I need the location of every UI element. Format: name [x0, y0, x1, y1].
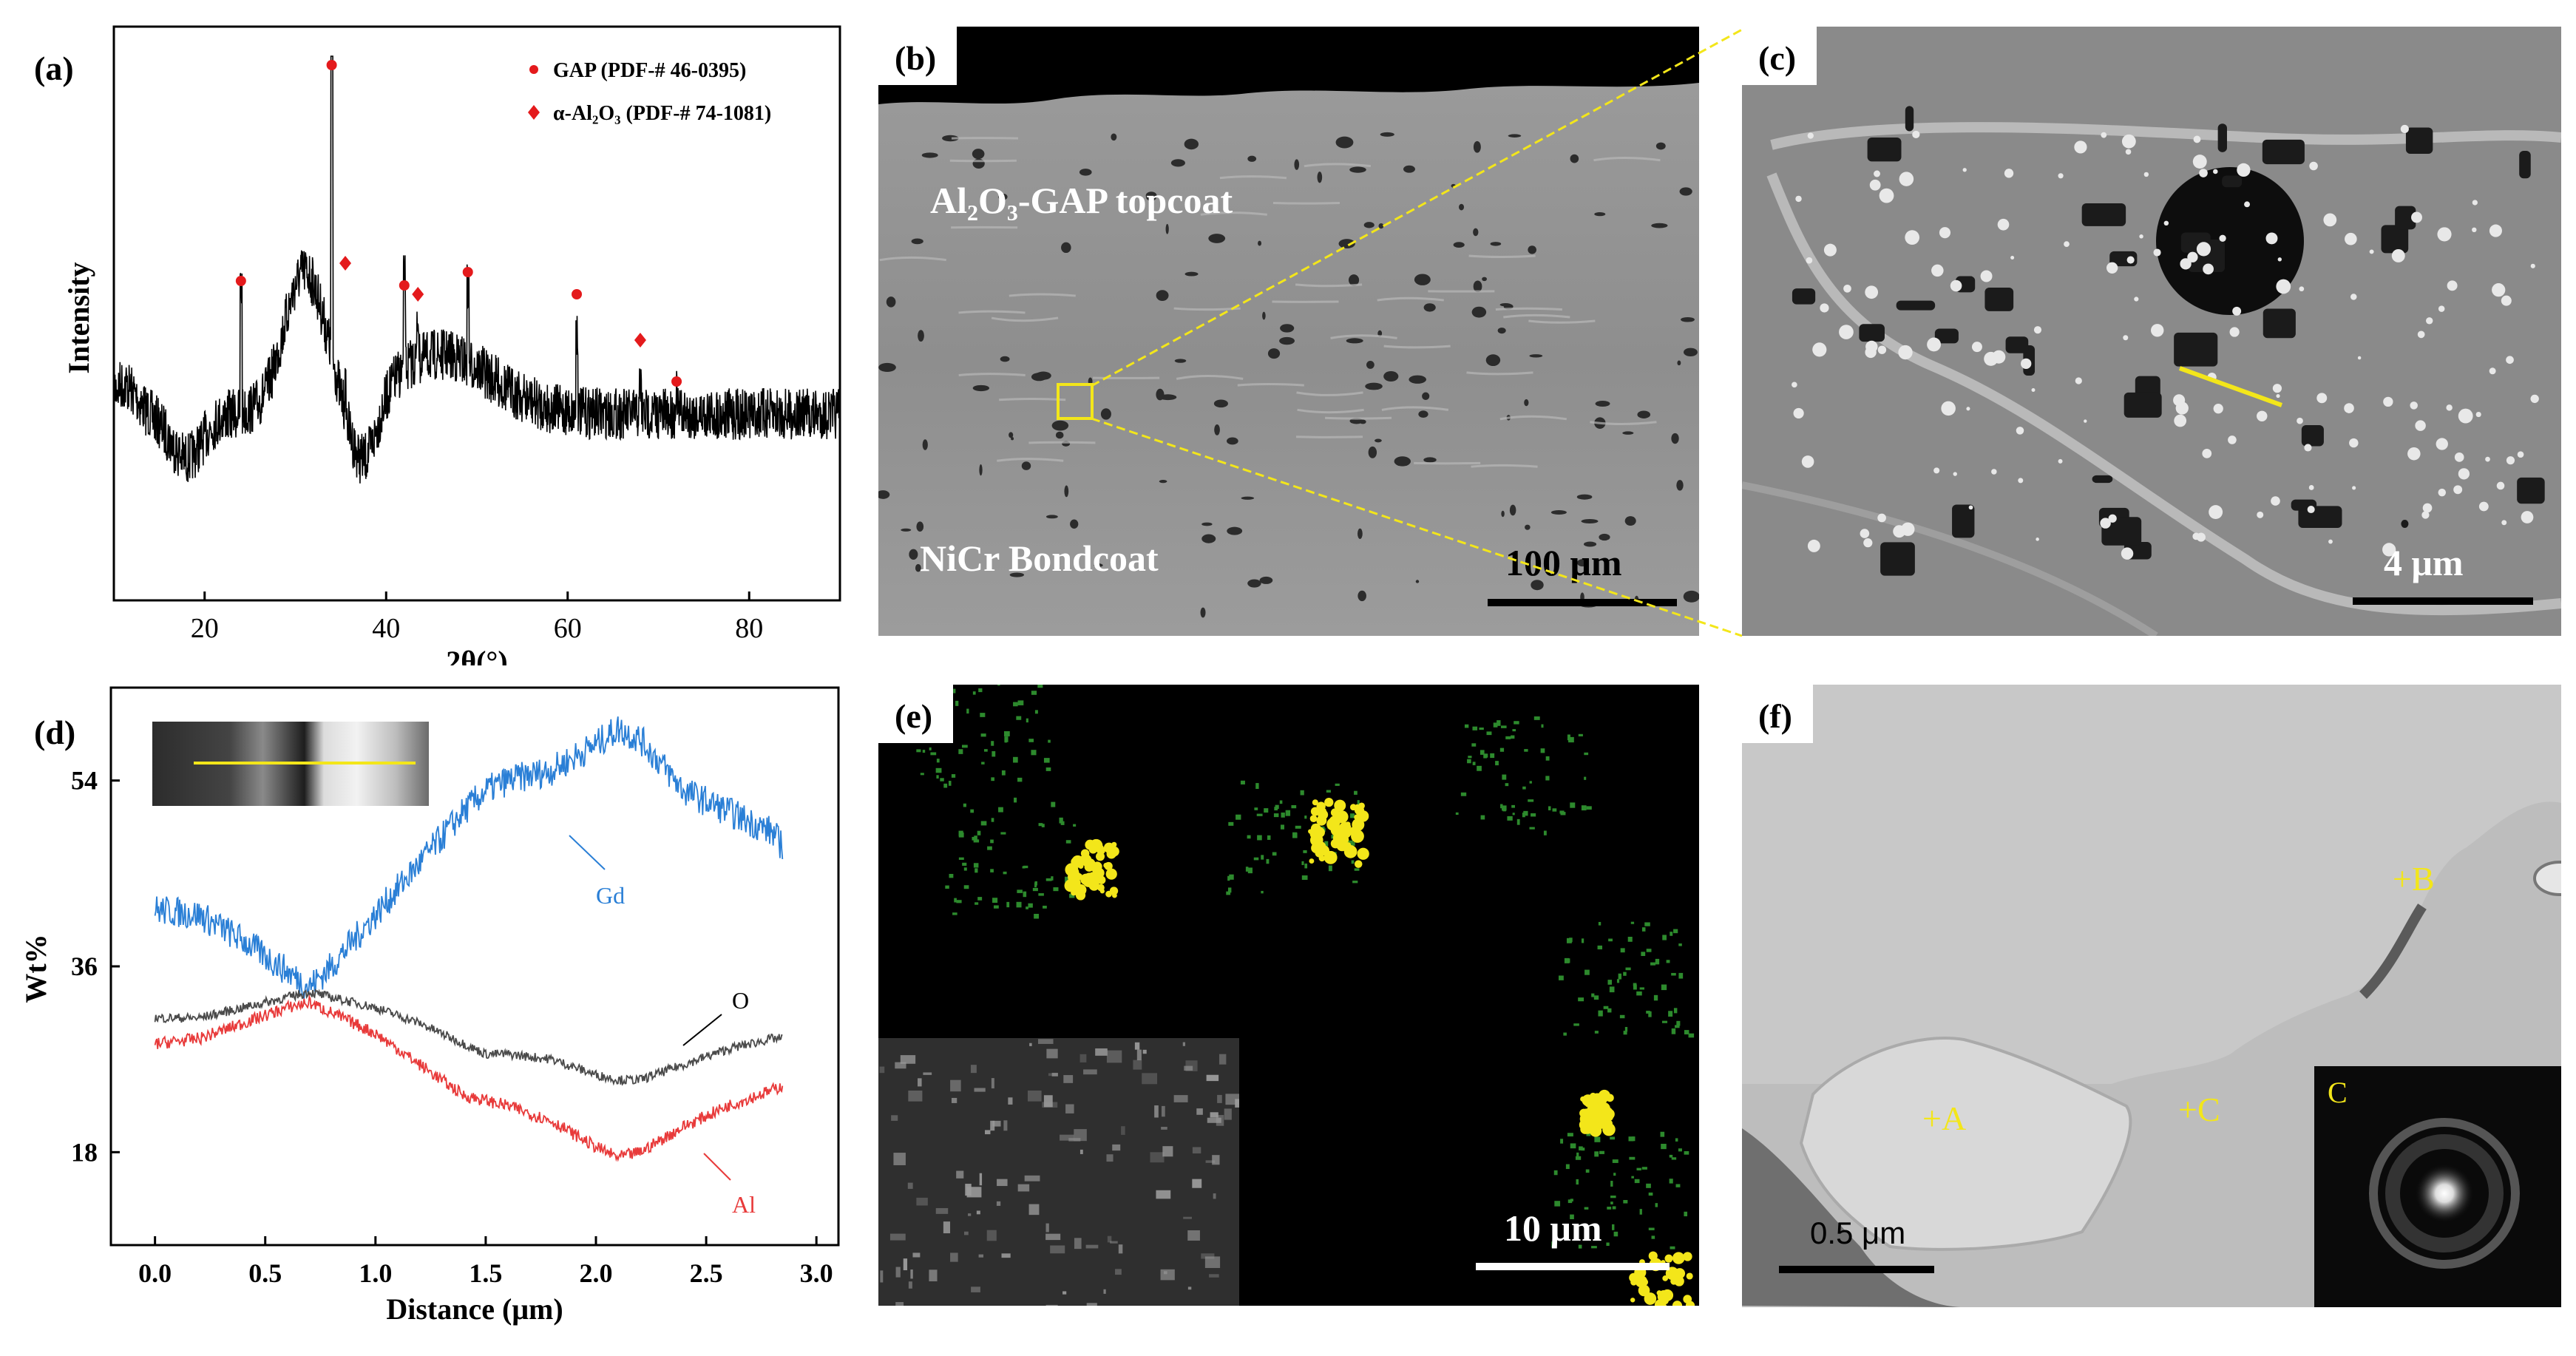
panel-b-scale-bar [1488, 599, 1677, 606]
panel-c-sem-image: (c) 4 μm [1742, 27, 2561, 636]
panel-c-label: (c) [1742, 27, 1817, 85]
panel-d-linescan-chart: 0.0 0.5 1.0 1.5 2.0 2.5 3.0 18 36 54 Distance (μm)… [0, 673, 858, 1356]
legend-marker-alumina [528, 105, 540, 120]
linescan-xlabel: Distance (μm) [386, 1292, 563, 1326]
gap-peak-marker-5 [671, 376, 682, 387]
series-line-o [154, 988, 783, 1086]
linescan-ylabel: Wt% [19, 934, 52, 1003]
series-line-gd [154, 716, 784, 999]
microstructure [1742, 106, 2561, 636]
al-label: Al [732, 1191, 756, 1218]
saed-pattern-inset: C [2314, 1066, 2561, 1307]
particle-b [2533, 861, 2561, 896]
point-a-label: +A [1922, 1099, 1967, 1137]
legend-text-0: GAP (PDF-# 46-0395) [553, 59, 746, 82]
point-c-label: +C [2178, 1091, 2220, 1128]
grain-a [1799, 1037, 2132, 1251]
linescan-xtick-label-4: 2.0 [580, 1258, 613, 1288]
panel-f-label: (f) [1742, 685, 1813, 743]
topcoat-label: Al₂O₃-GAP topcoat [930, 180, 1233, 221]
panel-f-scale-text: 0.5 μm [1810, 1216, 1906, 1250]
xrd-xtick-label-2: 60 [554, 613, 582, 644]
eds-element-map [916, 685, 1695, 1306]
panel-b-sem-image: (b) Al₂O₃-GAP topcoat NiCr Bondcoat 100 … [878, 27, 1699, 636]
xrd-xlabel: 2θ(°) [446, 645, 508, 665]
gap-peak-marker-0 [235, 276, 246, 286]
linescan-xtick-label-5: 2.5 [690, 1258, 723, 1288]
xrd-ylabel: Intensity [62, 262, 95, 373]
tem-micrograph [1742, 685, 2561, 1307]
al-arrow [703, 1153, 731, 1181]
o-arrow [682, 1014, 722, 1046]
xrd-chart-svg: 20 40 60 80 2θ(°) Intensity GAP (PDF-# 46-0395… [62, 25, 841, 665]
gap-peak-marker-3 [462, 267, 473, 277]
panel-a-label: (a) [34, 50, 74, 87]
series-line-al [154, 994, 784, 1162]
gap-peak-marker-2 [399, 280, 410, 291]
o-label: O [732, 987, 749, 1014]
panel-b-scale-text: 100 μm [1505, 542, 1622, 583]
linescan-xtick-label-0: 0.0 [138, 1258, 172, 1288]
linescan-ytick-label-2: 54 [71, 766, 98, 796]
linescan-chart-svg: 0.0 0.5 1.0 1.5 2.0 2.5 3.0 18 36 54 Distance (μm)… [19, 686, 840, 1326]
saed-inset-label: C [2328, 1076, 2348, 1109]
panel-a-xrd-chart: 20 40 60 80 2θ(°) Intensity GAP (PDF-# 46-0395… [0, 0, 858, 665]
point-b-label: +B [2393, 860, 2435, 898]
large-pore [2156, 167, 2304, 315]
linescan-xtick-label-3: 1.5 [469, 1258, 502, 1288]
panel-f-scale-bar [1779, 1266, 1934, 1273]
gd-arrow [569, 835, 606, 870]
panel-e-label: (e) [878, 685, 954, 743]
legend-marker-gap [529, 65, 538, 74]
zoom-region-box [1057, 383, 1094, 420]
gap-peak-marker-4 [572, 289, 583, 299]
inset-scan-line [194, 762, 416, 765]
diffraction-rings [2369, 1118, 2520, 1269]
gap-peak-marker-1 [326, 60, 337, 70]
panel-f-tem-image: (f) +A +B +C C 0.5 μm [1742, 685, 2561, 1307]
linescan-xtick-label-6: 3.0 [800, 1258, 833, 1288]
linescan-xtick-label-2: 1.0 [359, 1258, 392, 1288]
bondcoat-label: NiCr Bondcoat [920, 538, 1159, 579]
eds-inset-image [878, 1038, 1239, 1306]
panel-b-label: (b) [878, 27, 957, 85]
xrd-pattern-line [113, 55, 841, 484]
legend-text-1: α-Al₂O₃ (PDF-# 74-1081) [553, 102, 771, 125]
linescan-ytick-label-1: 36 [71, 952, 98, 981]
panel-e-eds-map: (e) 10 μm [878, 685, 1699, 1306]
xrd-plot-frame [112, 25, 841, 602]
alumina-peak-marker-1 [412, 287, 424, 302]
panel-e-scale-text: 10 μm [1504, 1207, 1602, 1249]
eds-inset-texture [879, 1039, 1239, 1306]
alumina-peak-marker-0 [339, 256, 352, 271]
line-scan-path [2178, 366, 2283, 407]
xrd-xtick-label-1: 40 [372, 613, 400, 644]
alumina-peak-marker-2 [634, 333, 646, 348]
xrd-xtick-label-3: 80 [735, 613, 763, 644]
linescan-ytick-label-0: 18 [71, 1137, 98, 1167]
panel-d-label: (d) [34, 713, 76, 751]
linescan-xtick-label-1: 0.5 [248, 1258, 282, 1288]
gd-label: Gd [596, 882, 625, 909]
panel-e-scale-bar [1476, 1263, 1670, 1270]
panel-c-scale-bar [2353, 597, 2533, 605]
xrd-xtick-label-0: 20 [191, 613, 219, 644]
linescan-inset-image [152, 722, 429, 806]
panel-c-scale-text: 4 μm [2384, 542, 2464, 583]
